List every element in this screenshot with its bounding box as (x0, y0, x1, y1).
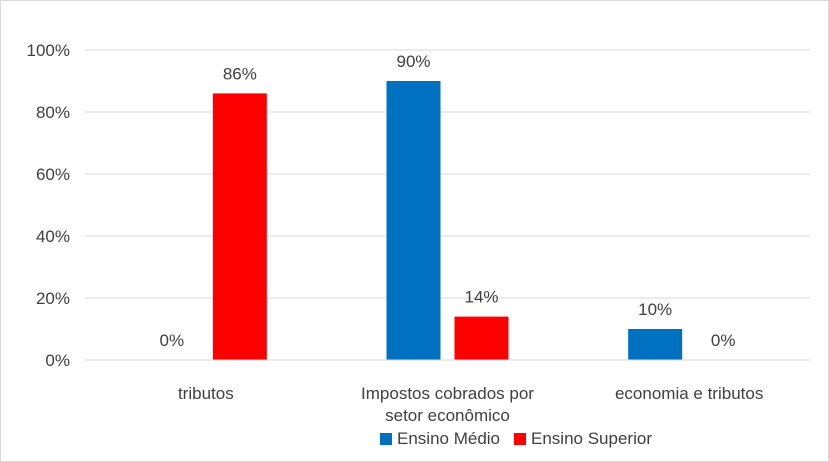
legend: Ensino Médio Ensino Superior (380, 428, 652, 450)
y-tick-label: 60% (36, 165, 70, 184)
y-tick-label: 20% (36, 289, 70, 308)
legend-swatch-ensino-superior (514, 433, 527, 445)
data-label: 0% (160, 331, 185, 350)
y-tick-label: 80% (36, 103, 70, 122)
bar (212, 93, 267, 361)
x-category-label: setor econômico (385, 406, 510, 425)
legend-item-ensino-medio: Ensino Médio (380, 429, 500, 449)
bar (386, 81, 441, 360)
data-label: 86% (223, 64, 257, 83)
legend-item-ensino-superior: Ensino Superior (514, 429, 652, 449)
x-category-label: economia e tributos (615, 384, 763, 403)
legend-label-ensino-superior: Ensino Superior (531, 429, 652, 448)
y-tick-label: 100% (27, 41, 70, 60)
y-tick-label: 0% (45, 351, 70, 370)
bar (454, 316, 509, 360)
data-label: 90% (396, 52, 430, 71)
data-label: 0% (711, 331, 736, 350)
bar (628, 329, 683, 360)
legend-swatch-ensino-medio (380, 433, 392, 445)
data-label: 14% (464, 288, 498, 307)
legend-label-ensino-medio: Ensino Médio (397, 429, 501, 448)
data-label: 10% (638, 300, 672, 319)
x-category-label: Impostos cobrados por (361, 384, 534, 403)
y-tick-label: 40% (36, 227, 70, 246)
x-category-label: tributos (178, 384, 234, 403)
